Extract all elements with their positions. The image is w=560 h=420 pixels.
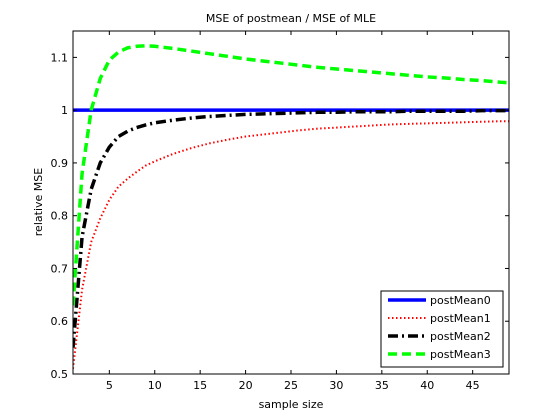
y-tick-label: 0.5 <box>51 368 69 381</box>
x-tick-label: 20 <box>239 379 253 392</box>
x-axis-ticks: 5 10 15 20 25 30 35 40 45 <box>106 31 480 392</box>
x-tick-label: 15 <box>193 379 207 392</box>
legend-label-postMean2: postMean2 <box>430 330 491 343</box>
x-tick-label: 30 <box>329 379 343 392</box>
series-line-postMean3 <box>73 44 509 306</box>
series-line-postMean2 <box>73 108 509 348</box>
y-tick-label: 1 <box>61 104 68 117</box>
y-tick-label: 0.7 <box>51 262 69 275</box>
x-axis-label: sample size <box>259 398 324 411</box>
x-tick-label: 40 <box>420 379 434 392</box>
y-axis-ticks: 0.5 0.6 0.7 0.8 0.9 1 1.1 <box>51 51 509 381</box>
x-tick-label: 25 <box>284 379 298 392</box>
legend-box <box>380 290 504 368</box>
legend-label-postMean1: postMean1 <box>430 312 491 325</box>
y-tick-label: 0.6 <box>51 315 69 328</box>
legend-label-postMean0: postMean0 <box>430 294 491 307</box>
y-tick-label: 0.8 <box>51 210 69 223</box>
y-tick-label: 1.1 <box>51 51 69 64</box>
x-tick-label: 5 <box>106 379 113 392</box>
y-tick-label: 0.9 <box>51 157 69 170</box>
chart-title: MSE of postmean / MSE of MLE <box>206 12 376 25</box>
chart-legend: postMean0 postMean1 postMean2 postMean3 <box>380 290 504 368</box>
y-axis-label: relative MSE <box>32 168 45 236</box>
legend-label-postMean3: postMean3 <box>430 348 491 361</box>
x-tick-label: 10 <box>148 379 162 392</box>
legend-items: postMean0 postMean1 postMean2 postMean3 <box>388 294 491 361</box>
series-group <box>73 44 509 369</box>
x-tick-label: 35 <box>375 379 389 392</box>
x-tick-label: 45 <box>466 379 480 392</box>
